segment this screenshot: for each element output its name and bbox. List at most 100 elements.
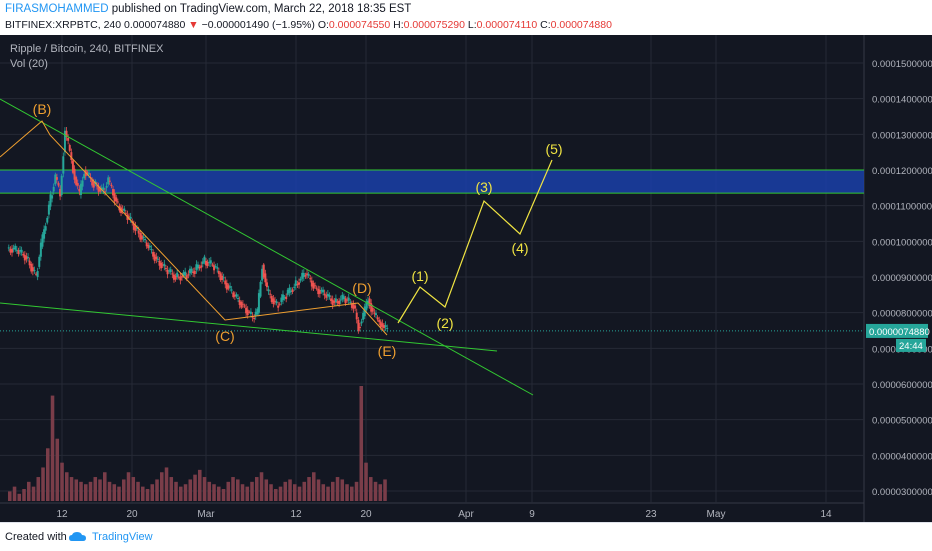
publish-header: FIRASMOHAMMED published on TradingView.c…	[0, 0, 932, 34]
high-label: H:	[393, 19, 404, 31]
volume-bar	[136, 481, 140, 501]
candle-body	[20, 249, 23, 253]
published-text: published on TradingView.com, March 22, …	[108, 3, 412, 15]
candle-body	[100, 187, 103, 190]
candle-body	[265, 282, 268, 288]
candle-body	[81, 180, 84, 187]
candle-body	[33, 269, 36, 271]
low-label: L:	[467, 19, 477, 31]
chart-canvas[interactable]: (B) (C) (D) (E) (1) (2) (3) (4) (5) 0.0001500000…	[0, 35, 932, 522]
volume-bar	[65, 472, 69, 501]
candle-body	[137, 230, 140, 234]
candle-body	[270, 296, 273, 302]
candle-body	[190, 268, 193, 273]
volume-bar	[183, 484, 188, 501]
volume-bar	[373, 481, 378, 501]
volume-bar	[41, 467, 45, 501]
symbol-text: BITFINEX:XRPBTC, 240	[5, 19, 122, 31]
candle-body	[225, 282, 228, 290]
candle-body	[192, 271, 195, 273]
candle-body	[277, 305, 280, 308]
tradingview-brand-link[interactable]: TradingView	[92, 531, 153, 543]
x-tick-label: 12	[56, 509, 68, 520]
candle-body	[147, 244, 150, 249]
volume-bar	[8, 491, 12, 501]
last-price-tag	[866, 323, 928, 338]
candle-body	[87, 172, 90, 175]
candle-body	[139, 233, 142, 240]
candle-body	[302, 273, 305, 277]
candle-body	[43, 229, 46, 239]
candle-body	[330, 298, 333, 301]
candle-body	[241, 303, 244, 305]
volume-bar	[226, 481, 231, 501]
candle-body	[46, 217, 49, 223]
candle-body	[171, 273, 174, 275]
candle-body	[381, 323, 384, 327]
candle-body	[52, 186, 55, 192]
candle-body	[318, 290, 321, 294]
candle-body	[70, 152, 73, 161]
volume-bar	[302, 481, 307, 501]
volume-bar	[274, 489, 278, 501]
candle-body	[309, 278, 312, 280]
x-tick-label: 14	[820, 509, 832, 520]
candle-body	[267, 289, 270, 292]
y-tick-label: 0.0001300000	[872, 130, 932, 141]
wave-label: (2)	[436, 315, 453, 331]
candle-body	[203, 256, 206, 263]
candle-body	[296, 284, 299, 286]
candle-body	[291, 289, 294, 292]
candle-body	[193, 270, 196, 274]
candle-body	[160, 262, 163, 269]
candle-body	[57, 183, 60, 186]
volume-label: Vol (20)	[10, 58, 48, 70]
footer: Created with TradingView	[0, 522, 932, 551]
candle-body	[184, 271, 187, 276]
candle-body	[257, 293, 260, 313]
candle-body	[229, 286, 232, 288]
candle-body	[283, 297, 286, 299]
volume-bar	[335, 477, 340, 501]
candle-body	[262, 264, 265, 278]
wave-label: (4)	[511, 240, 528, 256]
y-tick-label: 0.0001500000	[872, 59, 932, 70]
candle-body	[51, 195, 54, 199]
candle-body	[249, 311, 252, 314]
volume-bar	[278, 486, 283, 501]
volume-bar	[207, 481, 212, 501]
candle-body	[336, 301, 339, 304]
candle-body	[253, 318, 256, 320]
candle-body	[386, 327, 389, 329]
candle-body	[379, 321, 382, 328]
down-arrow-icon: ▼	[188, 19, 199, 31]
chart-area[interactable]: (B) (C) (D) (E) (1) (2) (3) (4) (5) 0.0001500000…	[0, 35, 932, 522]
volume-bar	[350, 486, 354, 501]
x-tick-label: 20	[360, 509, 372, 520]
candle-body	[99, 187, 102, 192]
abcde-wave-path	[0, 120, 388, 336]
volume-bar	[155, 479, 159, 501]
x-tick-label: 12	[290, 509, 302, 520]
candle-body	[168, 270, 171, 272]
candle-body	[349, 301, 352, 303]
candle-body	[312, 282, 315, 289]
y-tick-label: 0.0000800000	[872, 309, 932, 320]
candle-body	[333, 300, 336, 303]
candle-body	[213, 265, 216, 271]
candle-body	[358, 326, 361, 328]
volume-bar	[141, 486, 145, 501]
candle-body	[347, 297, 350, 301]
wave-label: (B)	[33, 101, 52, 117]
candle-body	[256, 308, 259, 315]
candle-body	[214, 266, 217, 268]
volume-bar	[93, 477, 98, 501]
volume-bar	[84, 484, 88, 501]
lower-trendline	[0, 302, 498, 352]
candle-body	[116, 201, 119, 203]
candle-body	[38, 256, 41, 267]
author-link[interactable]: FIRASMOHAMMED	[5, 3, 109, 15]
candle-body	[31, 267, 34, 272]
candle-body	[67, 137, 70, 141]
candle-body	[71, 160, 74, 173]
